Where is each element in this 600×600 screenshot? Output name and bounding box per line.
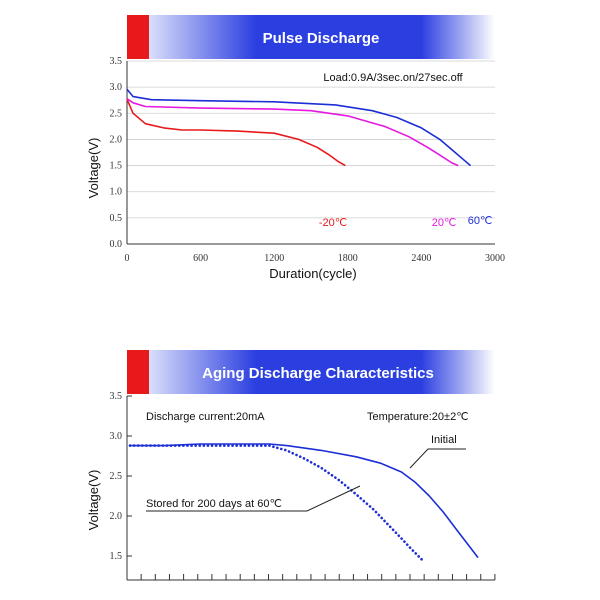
y-tick-label: 2.0: [110, 134, 123, 145]
callout-stored: Stored for 200 days at 60℃: [146, 485, 361, 512]
callout-line: [409, 448, 466, 469]
banner-red-tab: [127, 15, 149, 59]
y-tick-label: 2.0: [110, 511, 123, 522]
callout-initial: Initial: [409, 434, 466, 469]
y-tick-labels: 0.0 0.5 1.0 1.5 2.0 2.5 3.0 3.5: [110, 56, 123, 250]
series-lines: [128, 443, 479, 562]
y-tick-label: 1.0: [110, 187, 123, 198]
y-tick-labels: 1.5 2.0 2.5 3.0 3.5: [110, 391, 123, 562]
chart-aging-discharge: Aging Discharge Characteristics 1.5 2.0 2.…: [86, 350, 496, 581]
callout-line: [146, 485, 361, 512]
chart-pulse-discharge: Pulse Discharge 0.0 0.5 1.0 1.5 2.0 2.5 3.0 3.5…: [86, 15, 505, 281]
x-tick-label: 600: [193, 253, 208, 264]
callout-label-initial: Initial: [431, 434, 457, 446]
x-tick-label: 1200: [264, 253, 284, 264]
banner-pulse: Pulse Discharge: [127, 15, 495, 59]
y-axis-title: Voltage(V): [86, 138, 101, 199]
y-tick-label: 2.5: [110, 108, 123, 119]
banner-red-tab: [127, 350, 149, 394]
x-tick-label: 1800: [338, 253, 358, 264]
callout-label-stored: Stored for 200 days at 60℃: [146, 498, 282, 510]
y-tick-label: 2.5: [110, 471, 123, 482]
y-tick-label: 0.5: [110, 213, 123, 224]
y-tick-label: 0.0: [110, 239, 123, 250]
y-tick-label: 3.5: [110, 56, 123, 67]
chart-title: Pulse Discharge: [263, 30, 380, 47]
x-tick-label: 3000: [485, 253, 505, 264]
series-lines: [126, 88, 472, 167]
series-line-2: [126, 88, 472, 167]
discharge-current-annotation: Discharge current:20mA: [146, 411, 265, 423]
x-tick-label: 0: [125, 253, 130, 264]
temperature-annotation: Temperature:20±2℃: [367, 411, 469, 423]
y-axis-title: Voltage(V): [86, 470, 101, 531]
banner-aging: Aging Discharge Characteristics: [127, 350, 495, 394]
banner-background: [127, 15, 495, 59]
x-tick-label: 2400: [411, 253, 431, 264]
x-axis-title: Duration(cycle): [269, 266, 356, 281]
load-annotation: Load:0.9A/3sec.on/27sec.off: [323, 72, 463, 84]
series-line-1: [128, 444, 424, 562]
banner-background: [127, 350, 495, 394]
y-tick-label: 3.0: [110, 82, 123, 93]
y-tick-label: 1.5: [110, 551, 123, 562]
series-label-minus20: -20℃: [319, 217, 347, 229]
series-label-20: 20℃: [432, 217, 457, 229]
x-tick-labels: 0 600 1200 1800 2400 3000: [125, 253, 506, 264]
y-tick-label: 3.0: [110, 431, 123, 442]
series-line-0: [126, 98, 346, 167]
series-label-60: 60℃: [468, 215, 493, 227]
axes: [126, 61, 495, 245]
series-line-1: [126, 97, 459, 167]
axes: [126, 395, 496, 581]
chart-title: Aging Discharge Characteristics: [202, 365, 434, 382]
y-tick-label: 3.5: [110, 391, 123, 402]
y-tick-label: 1.5: [110, 161, 123, 172]
series-line-0: [130, 443, 479, 559]
grid: [127, 60, 495, 219]
